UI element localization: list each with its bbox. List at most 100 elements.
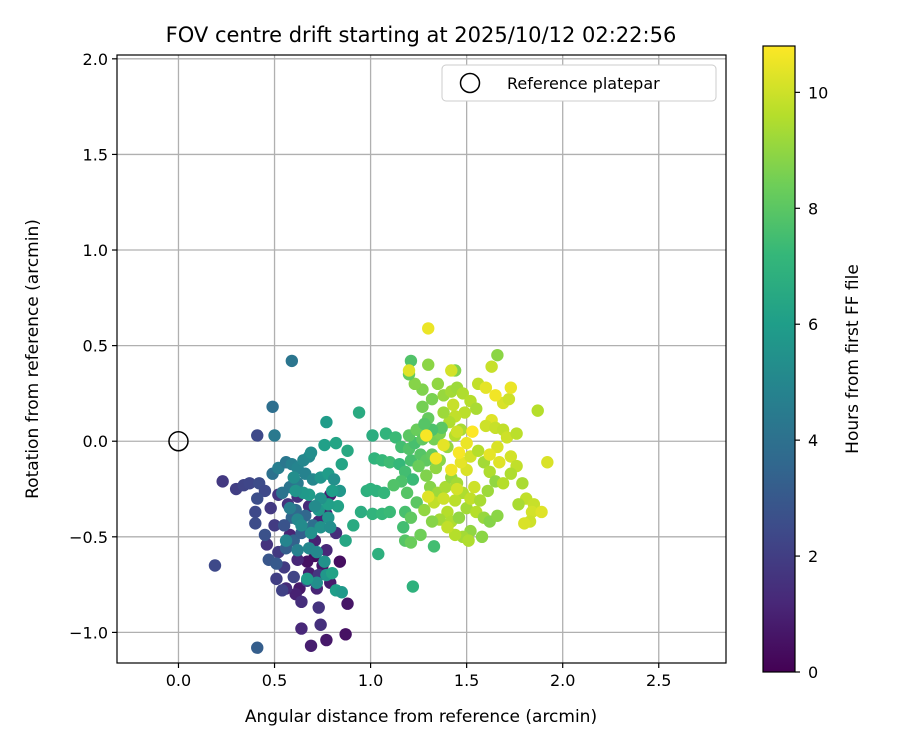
data-point <box>276 486 289 500</box>
data-point <box>377 486 391 500</box>
data-point <box>437 438 450 452</box>
data-point <box>389 431 402 444</box>
colorbar-tick-label: 8 <box>808 199 818 218</box>
data-point <box>341 444 354 457</box>
data-point <box>322 511 335 524</box>
data-point <box>435 421 448 435</box>
data-point <box>251 429 264 442</box>
data-point <box>249 517 262 530</box>
data-point <box>331 500 345 513</box>
data-point <box>493 456 506 469</box>
data-point <box>291 543 304 557</box>
colorbar-tick-label: 10 <box>808 83 828 102</box>
data-point <box>251 492 264 505</box>
data-point <box>458 406 471 419</box>
data-point <box>454 456 468 469</box>
data-point <box>249 505 262 519</box>
y-tick-label: −1.0 <box>69 623 108 642</box>
data-point <box>471 444 485 457</box>
data-point <box>335 457 348 471</box>
data-point <box>450 425 464 438</box>
data-point <box>404 354 418 368</box>
data-point <box>208 559 222 572</box>
data-point <box>416 400 429 413</box>
data-point <box>383 505 397 519</box>
data-point <box>470 402 483 415</box>
data-point <box>439 480 452 494</box>
data-point <box>412 459 425 473</box>
data-point <box>518 517 531 530</box>
data-point <box>268 519 281 532</box>
data-point <box>251 641 264 654</box>
data-point <box>464 492 477 505</box>
data-point <box>489 389 502 402</box>
legend: Reference platepar <box>441 64 717 102</box>
data-point <box>468 480 481 494</box>
data-point <box>270 557 283 570</box>
data-point <box>339 628 352 641</box>
x-tick-label: 1.5 <box>454 671 479 690</box>
colorbar-tick-label: 6 <box>808 315 818 334</box>
data-point <box>504 467 518 480</box>
data-point <box>347 519 360 532</box>
data-point <box>304 639 318 652</box>
data-point <box>456 387 470 400</box>
grid <box>117 55 726 663</box>
data-point <box>420 469 433 482</box>
data-point <box>295 519 308 532</box>
legend-box <box>441 64 717 102</box>
colorbar-tick-label: 4 <box>808 431 818 450</box>
data-point <box>496 477 510 490</box>
data-point <box>364 482 377 496</box>
data-point <box>283 501 297 515</box>
y-axis-label: Rotation from reference (arcmin) <box>23 219 43 499</box>
chart-title: FOV centre drift starting at 2025/10/12 … <box>166 23 677 47</box>
y-tick-label: 1.0 <box>83 241 108 260</box>
data-point <box>264 501 277 515</box>
data-point <box>429 461 443 475</box>
data-point <box>452 511 466 524</box>
data-point <box>314 521 327 534</box>
data-point <box>446 398 460 412</box>
y-tick-label: 1.5 <box>83 145 108 164</box>
data-point <box>445 463 458 477</box>
data-point <box>295 622 308 635</box>
data-point <box>418 417 431 431</box>
data-point <box>291 553 304 566</box>
reference-marker-layer <box>168 430 189 452</box>
x-tick-label: 0.5 <box>262 671 287 690</box>
data-point <box>285 354 299 368</box>
data-point <box>473 494 487 507</box>
data-point <box>425 515 439 528</box>
data-point <box>335 586 348 599</box>
data-point <box>318 438 331 452</box>
data-point <box>512 498 525 511</box>
data-point <box>404 511 418 524</box>
data-point <box>516 477 529 490</box>
data-point <box>541 456 554 469</box>
data-point <box>525 505 539 519</box>
data-point <box>483 448 496 461</box>
data-point <box>485 360 498 373</box>
x-tick-label: 2.0 <box>550 671 575 690</box>
data-point <box>314 618 327 631</box>
x-axis-label: Angular distance from reference (arcmin) <box>245 707 597 727</box>
data-point <box>295 595 308 609</box>
data-point <box>304 446 318 459</box>
data-point <box>491 348 504 362</box>
data-point <box>422 322 435 335</box>
data-point <box>450 482 464 496</box>
data-point <box>491 440 504 454</box>
data-point <box>277 519 291 532</box>
colorbar-ticks: 0 2 4 6 8 10 <box>795 83 828 682</box>
data-point <box>466 425 479 438</box>
data-point <box>535 505 548 519</box>
y-tick-label: 2.0 <box>83 50 108 69</box>
data-point <box>441 505 454 519</box>
data-point <box>339 534 352 547</box>
data-point <box>406 580 420 593</box>
colorbar-label: Hours from first FF file <box>843 264 863 454</box>
x-tick-label: 2.5 <box>646 671 671 690</box>
data-point <box>448 528 462 542</box>
